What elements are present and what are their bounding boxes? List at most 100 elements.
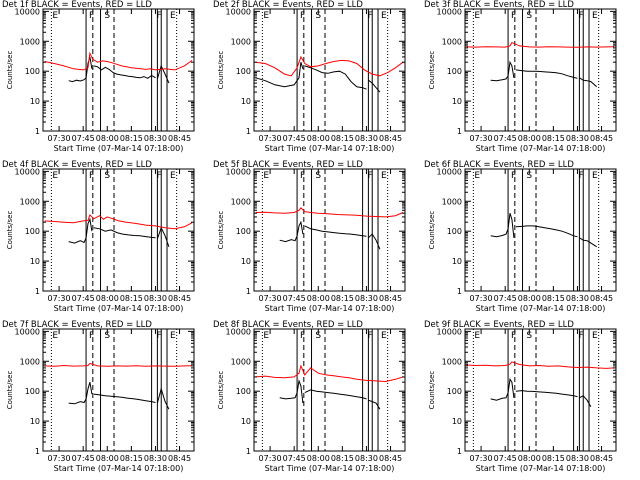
- x-tick-label: 08:45: [590, 454, 613, 463]
- marker-label: S: [104, 171, 110, 181]
- x-tick-label: 08:45: [168, 294, 191, 303]
- marker-label: S: [315, 11, 321, 21]
- marker-label: E: [381, 171, 387, 181]
- marker-label: F: [367, 11, 372, 21]
- marker-label: F: [89, 11, 94, 21]
- marker-label: S: [104, 331, 110, 341]
- x-axis-label: Start Time (07-Mar-14 07:18:00): [54, 144, 184, 153]
- y-tick-label: 1: [35, 287, 40, 296]
- x-tick-label: 07:45: [494, 294, 517, 303]
- y-axis-label: Counts/sec: [428, 51, 436, 90]
- series-events-line: [515, 69, 578, 79]
- panel-title: Det 3f BLACK = Events, RED = LLD: [424, 0, 574, 10]
- y-tick-label: 10000: [15, 327, 40, 336]
- series-events-line: [93, 393, 156, 403]
- marker-label: E: [263, 331, 269, 341]
- x-tick-label: 08:15: [542, 454, 565, 463]
- marker-label: F: [511, 171, 516, 181]
- x-tick-label: 07:45: [494, 134, 517, 143]
- x-tick-label: 07:30: [470, 134, 493, 143]
- x-tick-label: 08:00: [96, 134, 119, 143]
- y-tick-label: 10: [30, 417, 40, 426]
- y-tick-label: 1000: [442, 197, 462, 206]
- y-tick-label: 100: [236, 227, 251, 236]
- series-events-line: [579, 77, 598, 88]
- marker-label: E: [263, 171, 269, 181]
- y-tick-label: 100: [236, 387, 251, 396]
- x-axis-label: Start Time (07-Mar-14 07:18:00): [476, 304, 606, 313]
- y-tick-label: 10: [452, 257, 462, 266]
- series-events-line: [515, 225, 578, 238]
- y-tick-label: 10000: [15, 7, 40, 16]
- x-tick-label: 08:00: [518, 294, 541, 303]
- y-tick-label: 10000: [226, 327, 251, 336]
- series-events-line: [490, 213, 515, 238]
- x-tick-label: 08:00: [518, 454, 541, 463]
- marker-label: F: [367, 171, 372, 181]
- marker-label: F: [300, 171, 305, 181]
- marker-label: E: [474, 331, 480, 341]
- series-lld-line: [466, 361, 615, 369]
- y-tick-label: 1000: [231, 37, 251, 46]
- x-tick-label: 08:30: [566, 134, 589, 143]
- panel-title: Det 4f BLACK = Events, RED = LLD: [2, 160, 152, 170]
- x-tick-label: 07:45: [72, 454, 95, 463]
- marker-label: F: [89, 171, 94, 181]
- marker-label: E: [474, 171, 480, 181]
- marker-label: S: [315, 331, 321, 341]
- marker-label: E: [170, 11, 176, 21]
- x-tick-label: 08:15: [120, 134, 143, 143]
- y-axis-label: Counts/sec: [217, 51, 225, 90]
- y-tick-label: 1000: [231, 197, 251, 206]
- x-tick-label: 08:45: [590, 134, 613, 143]
- y-tick-label: 1: [246, 287, 251, 296]
- x-tick-label: 08:15: [542, 134, 565, 143]
- marker-label: E: [52, 331, 58, 341]
- series-events-line: [368, 79, 381, 93]
- x-tick-label: 08:00: [96, 294, 119, 303]
- x-tick-label: 07:45: [283, 294, 306, 303]
- marker-label: E: [474, 11, 480, 21]
- marker-label: E: [381, 11, 387, 21]
- y-tick-label: 10000: [437, 167, 462, 176]
- marker-label: E: [592, 331, 598, 341]
- marker-label: F: [300, 11, 305, 21]
- x-tick-label: 08:15: [120, 454, 143, 463]
- y-axis-label: Counts/sec: [217, 211, 225, 250]
- x-tick-label: 08:30: [144, 294, 167, 303]
- series-events-line: [93, 227, 156, 239]
- marker-label: F: [300, 331, 305, 341]
- x-tick-label: 07:30: [470, 454, 493, 463]
- y-tick-label: 1: [35, 447, 40, 456]
- x-tick-label: 08:00: [518, 134, 541, 143]
- series-lld-line: [44, 362, 193, 367]
- x-tick-label: 08:45: [168, 134, 191, 143]
- marker-label: E: [263, 11, 269, 21]
- x-tick-label: 08:30: [144, 454, 167, 463]
- marker-label: F: [89, 331, 94, 341]
- x-tick-label: 08:45: [168, 454, 191, 463]
- y-tick-label: 1: [457, 287, 462, 296]
- marker-label: F: [578, 331, 583, 341]
- marker-label: E: [381, 331, 387, 341]
- series-events-line: [68, 382, 93, 405]
- y-tick-label: 1000: [20, 357, 40, 366]
- y-tick-label: 1000: [20, 37, 40, 46]
- series-lld-line: [44, 51, 193, 71]
- plot-frame: [253, 8, 406, 132]
- panel-title: Det 5f BLACK = Events, RED = LLD: [213, 160, 363, 170]
- y-axis-label: Counts/sec: [428, 211, 436, 250]
- y-axis-label: Counts/sec: [6, 51, 14, 90]
- series-events-line: [368, 399, 381, 410]
- x-axis-label: Start Time (07-Mar-14 07:18:00): [476, 144, 606, 153]
- x-tick-label: 07:30: [48, 134, 71, 143]
- marker-label: E: [592, 171, 598, 181]
- y-axis-label: Counts/sec: [428, 371, 436, 410]
- series-lld-line: [255, 55, 404, 77]
